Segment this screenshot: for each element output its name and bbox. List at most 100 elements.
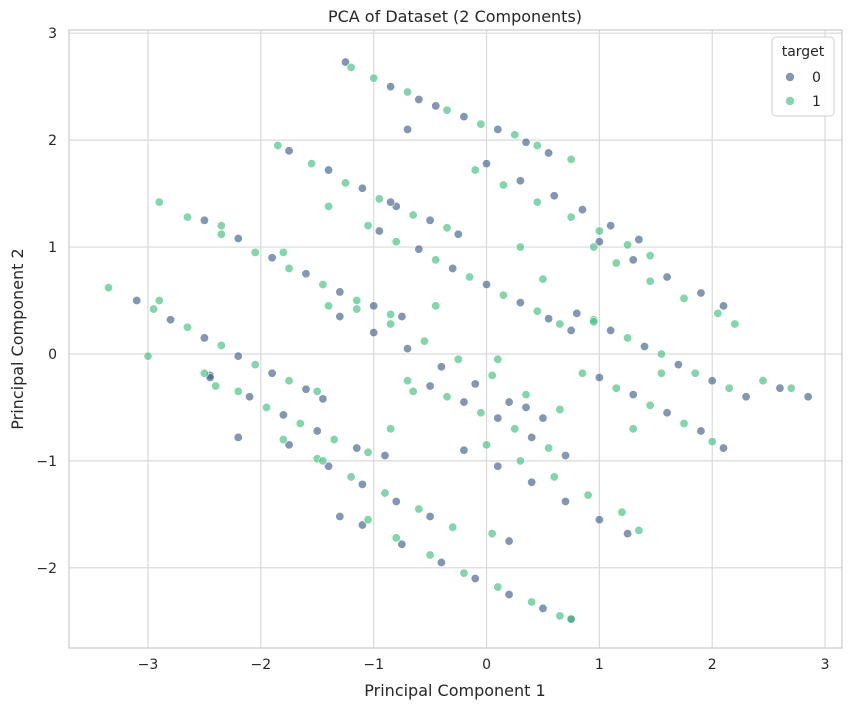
data-point xyxy=(493,582,503,592)
data-point xyxy=(645,251,655,261)
data-point xyxy=(679,293,689,303)
data-point xyxy=(301,384,311,394)
x-tick-label: 1 xyxy=(595,657,604,673)
data-point xyxy=(397,312,407,322)
data-point xyxy=(504,536,514,546)
data-point xyxy=(476,408,486,418)
data-point xyxy=(318,394,328,404)
data-point xyxy=(340,57,350,67)
data-point xyxy=(442,105,452,115)
legend-label-0: 0 xyxy=(812,70,821,86)
plot-area xyxy=(69,30,842,648)
data-point xyxy=(594,226,604,236)
data-point xyxy=(645,276,655,286)
data-point xyxy=(634,525,644,535)
data-point xyxy=(403,376,413,386)
data-point xyxy=(284,263,294,273)
x-tick-label: −2 xyxy=(251,657,272,673)
data-point xyxy=(544,443,554,453)
data-point xyxy=(233,432,243,442)
data-point xyxy=(103,283,113,293)
data-point xyxy=(267,368,277,378)
x-tick-labels: −3 −2 −1 0 1 2 3 xyxy=(138,657,830,673)
data-point xyxy=(245,392,255,402)
data-point xyxy=(380,451,390,461)
y-tick-label: −2 xyxy=(36,561,57,577)
data-point xyxy=(493,354,503,364)
data-point xyxy=(182,322,192,332)
data-point xyxy=(448,522,458,532)
data-point xyxy=(465,272,475,282)
x-tick-label: 2 xyxy=(708,657,717,673)
data-point xyxy=(504,590,514,600)
x-tick-label: 0 xyxy=(482,657,491,673)
data-point xyxy=(510,130,520,140)
data-point xyxy=(662,408,672,418)
data-point xyxy=(312,386,322,396)
data-point xyxy=(431,301,441,311)
data-point xyxy=(572,308,582,318)
data-point xyxy=(566,212,576,222)
chart-title: PCA of Dataset (2 Components) xyxy=(328,7,582,26)
data-point xyxy=(555,611,565,621)
data-point xyxy=(482,159,492,169)
data-point xyxy=(216,229,226,239)
data-point xyxy=(436,362,446,372)
data-point xyxy=(741,392,751,402)
data-point xyxy=(724,383,734,393)
legend-marker-0 xyxy=(785,72,795,82)
data-point xyxy=(679,418,689,428)
data-point xyxy=(352,443,362,453)
data-point xyxy=(611,258,621,268)
data-point xyxy=(673,360,683,370)
data-point xyxy=(544,148,554,158)
plot-frame xyxy=(68,29,843,649)
data-point xyxy=(391,533,401,543)
data-point xyxy=(453,354,463,364)
data-point xyxy=(510,424,520,434)
data-point xyxy=(645,400,655,410)
data-point xyxy=(199,333,209,343)
data-point xyxy=(154,197,164,207)
y-axis-title: Principal Component 2 xyxy=(8,248,27,429)
data-point xyxy=(628,424,638,434)
data-point xyxy=(369,301,379,311)
data-point xyxy=(662,272,672,282)
data-point xyxy=(250,247,260,257)
data-point xyxy=(386,82,396,92)
data-point xyxy=(532,197,542,207)
legend-box xyxy=(771,36,835,117)
data-point xyxy=(498,180,508,190)
data-point xyxy=(538,413,548,423)
data-point xyxy=(414,94,424,104)
data-point xyxy=(324,165,334,175)
data-point xyxy=(623,529,633,539)
legend-marker-1 xyxy=(785,96,795,106)
data-point xyxy=(386,197,396,207)
data-point xyxy=(459,445,469,455)
data-point xyxy=(566,154,576,164)
data-point xyxy=(166,315,176,325)
data-point xyxy=(403,124,413,134)
data-point xyxy=(295,418,305,428)
data-point xyxy=(284,376,294,386)
data-point xyxy=(436,557,446,567)
data-point xyxy=(273,140,283,150)
data-point xyxy=(758,376,768,386)
data-point xyxy=(374,194,384,204)
data-point xyxy=(707,437,717,447)
data-point xyxy=(606,221,616,231)
data-point xyxy=(307,159,317,169)
data-point xyxy=(719,443,729,453)
data-point xyxy=(515,298,525,308)
y-tick-label: 1 xyxy=(48,240,57,256)
data-point xyxy=(628,255,638,265)
data-point xyxy=(318,456,328,466)
data-point xyxy=(363,221,373,231)
data-point xyxy=(431,101,441,111)
data-point xyxy=(555,405,565,415)
data-point xyxy=(656,349,666,359)
data-point xyxy=(408,210,418,220)
data-point xyxy=(594,515,604,525)
